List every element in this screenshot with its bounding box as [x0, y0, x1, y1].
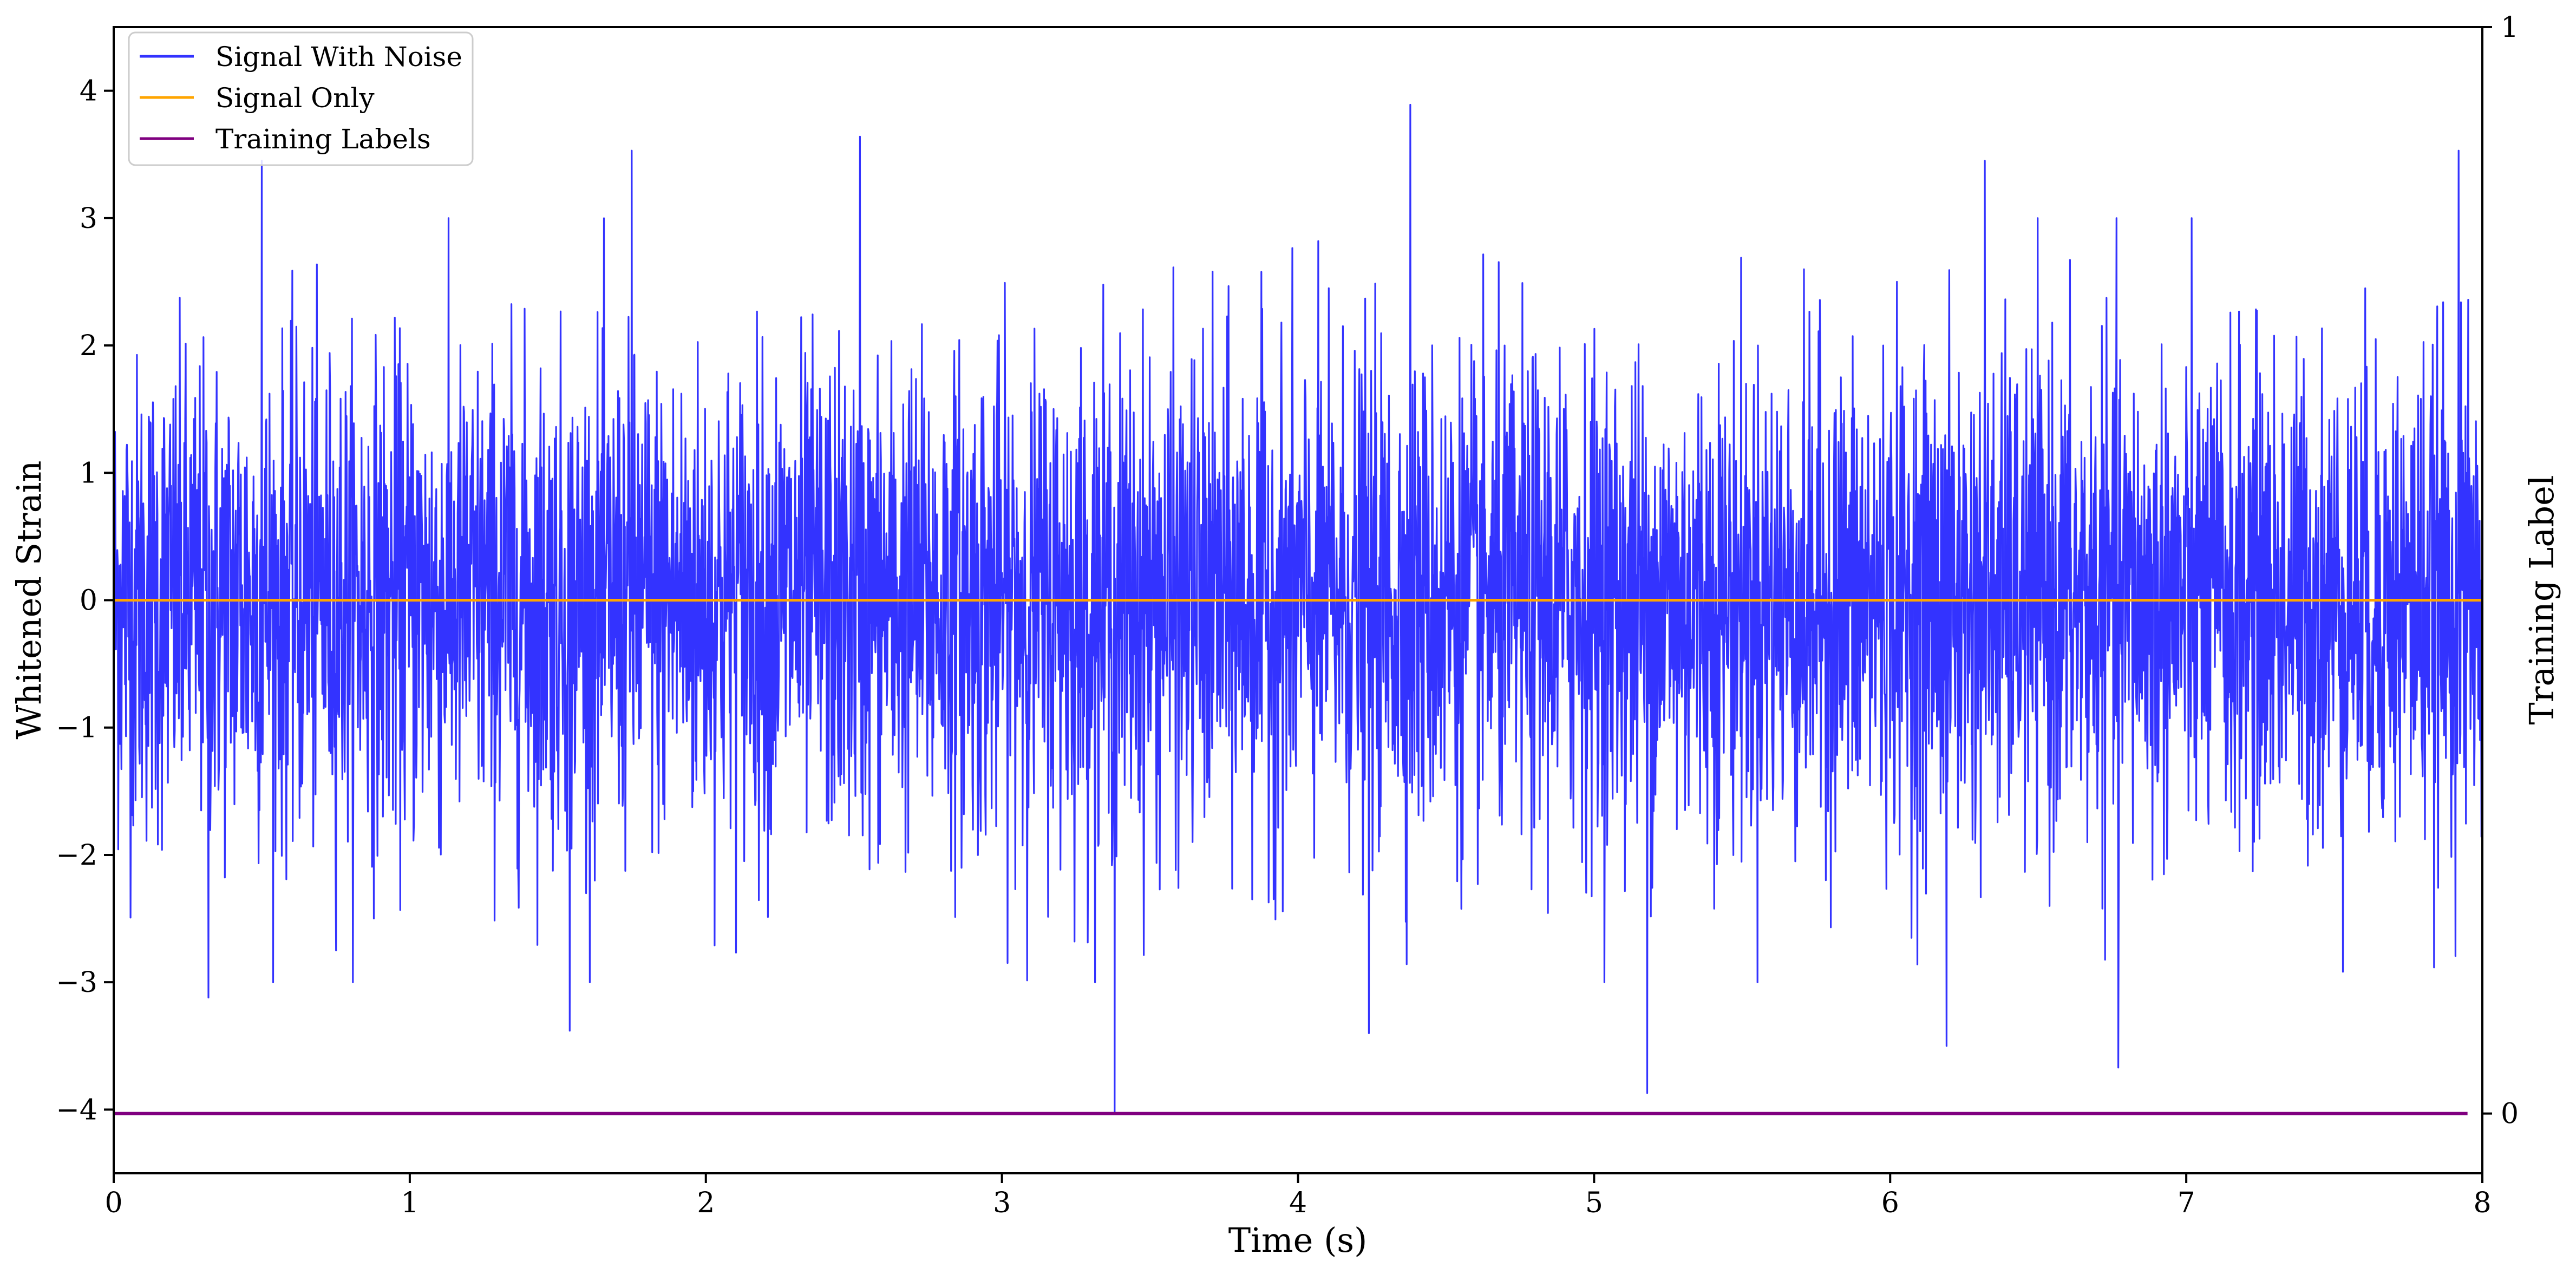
x-tick-label: 1	[401, 1187, 419, 1219]
x-tick-label: 0	[104, 1187, 122, 1219]
x-tick-label: 8	[2473, 1187, 2491, 1219]
legend: Signal With Noise Signal Only Training L…	[128, 31, 474, 166]
y-tick-label: 1	[80, 457, 97, 489]
x-tick-label: 2	[697, 1187, 715, 1219]
x-tick-label: 3	[993, 1187, 1011, 1219]
x-tick-label: 4	[1289, 1187, 1307, 1219]
y-axis-ticks: 4 3 2 1 0 −1 −2 −3 −4	[56, 75, 114, 1126]
signal-with-noise-line	[114, 103, 2482, 1113]
x-axis-label: Time (s)	[1228, 1220, 1368, 1260]
x-axis-ticks: 0 1 2 3 4 5 6 7 8	[104, 1173, 2492, 1219]
legend-label-signal-only: Signal Only	[215, 82, 375, 114]
x-tick-label: 5	[1585, 1187, 1603, 1219]
y-tick-label: −3	[56, 966, 97, 999]
legend-box	[128, 31, 474, 166]
y2-tick-label: 0	[2501, 1098, 2519, 1131]
y2-tick-label: 1	[2501, 11, 2519, 44]
y-tick-label: 3	[80, 202, 97, 235]
y2-axis-ticks: 10	[2482, 11, 2519, 1131]
x-tick-label: 7	[2178, 1187, 2195, 1219]
legend-label-training-labels: Training Labels	[215, 123, 431, 155]
y-axis-label: Whitened Strain	[9, 461, 49, 740]
signal-with-noise-series	[114, 103, 2482, 1113]
y-tick-label: −4	[56, 1094, 97, 1126]
y-tick-label: 2	[80, 330, 97, 362]
flat-series-layer	[114, 599, 2482, 1115]
x-tick-label: 6	[1881, 1187, 1899, 1219]
y-tick-label: −1	[56, 712, 97, 744]
y-tick-label: 0	[80, 585, 97, 617]
legend-label-signal-with-noise: Signal With Noise	[215, 41, 462, 73]
y2-axis-label: Training Label	[2522, 475, 2561, 724]
y-tick-label: 4	[80, 75, 97, 108]
y-tick-label: −2	[56, 839, 97, 872]
